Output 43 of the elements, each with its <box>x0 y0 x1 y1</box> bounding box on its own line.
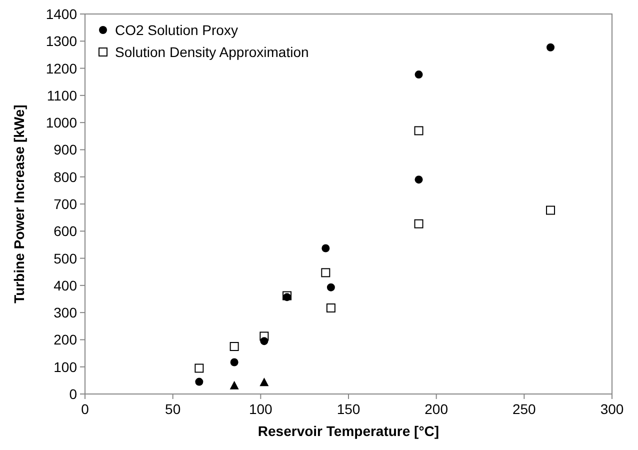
point <box>546 43 555 52</box>
y-tick-label: 1200 <box>46 60 78 76</box>
point <box>414 70 423 79</box>
point <box>194 364 204 373</box>
x-tick-label: 0 <box>81 401 90 417</box>
y-tick-label: 700 <box>54 196 78 212</box>
point <box>546 206 556 215</box>
y-tick-label: 300 <box>54 304 78 321</box>
y-tick-label: 100 <box>54 358 78 375</box>
x-tick-label: 150 <box>336 401 360 417</box>
legend-label: Solution Density Approximation <box>115 44 309 60</box>
point <box>195 378 204 386</box>
point <box>326 283 335 292</box>
y-tick-label: 500 <box>54 250 78 266</box>
point <box>414 126 424 136</box>
point <box>230 342 239 351</box>
point <box>326 303 336 312</box>
point <box>321 268 330 278</box>
point <box>414 219 424 228</box>
y-tick-label: 800 <box>54 168 78 185</box>
point <box>260 337 268 346</box>
y-tick-label: 900 <box>54 142 78 158</box>
point <box>230 358 238 366</box>
point <box>230 380 239 390</box>
y-tick-label: 1400 <box>46 6 78 22</box>
x-tick-label: 50 <box>165 401 181 417</box>
point <box>322 244 330 252</box>
y-tick-label: 600 <box>54 223 78 240</box>
x-tick-label: 300 <box>600 401 624 417</box>
point <box>414 176 423 184</box>
x-tick-label: 250 <box>512 401 536 417</box>
x-tick-label: 100 <box>248 401 273 417</box>
y-tick-label: 0 <box>69 386 78 402</box>
x-tick-label: 200 <box>424 401 448 417</box>
point <box>260 378 269 386</box>
legend-label: CO2 Solution Proxy <box>115 22 238 38</box>
x-axis-title: Reservoir Temperature [°C] <box>258 423 440 439</box>
y-tick-label: 1000 <box>46 114 78 131</box>
y-tick-label: 200 <box>54 332 78 348</box>
y-tick-label: 1100 <box>46 87 78 104</box>
y-tick-label: 1300 <box>46 33 78 50</box>
y-tick-label: 400 <box>54 277 78 294</box>
y-axis-title: Turbine Power Increase [kWe] <box>11 104 27 304</box>
